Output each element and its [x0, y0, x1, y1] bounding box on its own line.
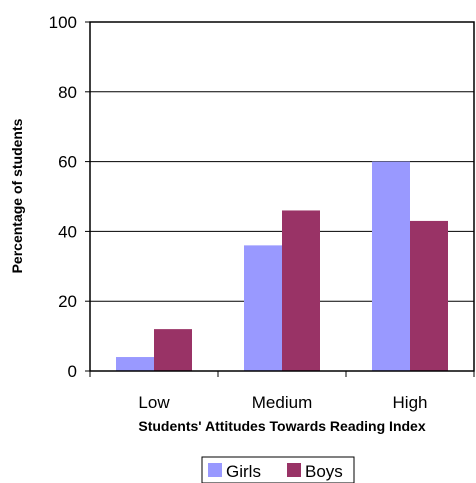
y-tick-label-60: 60: [58, 153, 77, 172]
x-tick-label-low: Low: [138, 393, 170, 412]
bar-boys-low: [154, 329, 192, 371]
bar-girls-low: [116, 357, 154, 371]
y-tick-label-40: 40: [58, 222, 77, 241]
legend-label-boys: Boys: [305, 462, 343, 481]
plot-area-border: [89, 21, 475, 372]
legend: Girls Boys: [201, 456, 355, 483]
bar-girls-medium: [244, 245, 282, 371]
bars: [116, 161, 448, 371]
bar-boys-high: [410, 220, 448, 371]
bar-boys-medium: [282, 210, 320, 371]
legend-swatch-girls: [208, 463, 222, 477]
legend-label-girls: Girls: [226, 462, 261, 481]
x-axis-title: Students' Attitudes Towards Reading Inde…: [138, 418, 425, 434]
legend-box: [201, 456, 355, 483]
x-tick-labels: Low Medium High: [138, 393, 427, 412]
legend-swatch-boys: [287, 463, 301, 477]
bar-girls-high: [372, 161, 410, 371]
y-tick-labels: 0 20 40 60 80 100: [49, 13, 77, 381]
y-tick-label-20: 20: [58, 292, 77, 311]
y-tick-label-80: 80: [58, 83, 77, 102]
x-tick-label-medium: Medium: [252, 393, 312, 412]
y-tick-label-100: 100: [49, 13, 77, 32]
axes: [85, 21, 475, 377]
y-axis-title: Percentage of students: [9, 118, 25, 273]
x-tick-label-high: High: [393, 393, 428, 412]
y-tick-label-0: 0: [68, 362, 77, 381]
